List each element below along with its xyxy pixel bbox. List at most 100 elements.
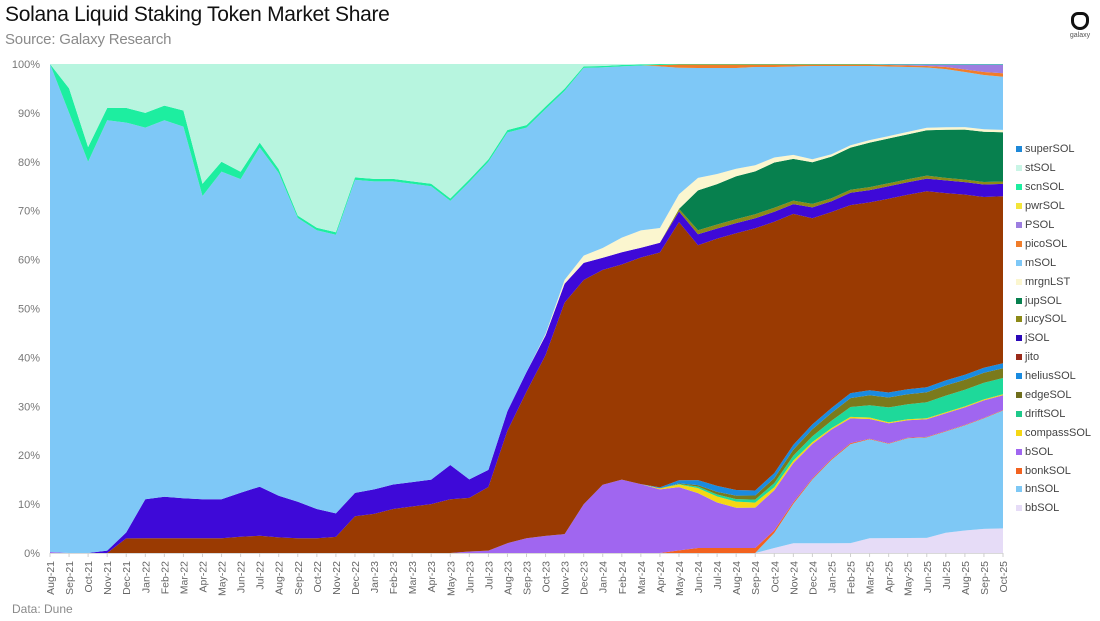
area-layers: [50, 64, 1003, 553]
y-tick-label: 10%: [18, 499, 40, 511]
x-tick-label: May-25: [903, 561, 915, 596]
x-tick-label: Apr-25: [884, 561, 896, 593]
legend-swatch-icon: [1016, 259, 1022, 266]
legend-label: bSOL: [1025, 445, 1054, 458]
x-tick-label: Sep-25: [979, 561, 991, 595]
y-tick-label: 60%: [18, 255, 40, 267]
legend-swatch-icon: [1016, 316, 1022, 323]
legend-label: bonkSOL: [1025, 464, 1071, 477]
legend-label: PSOL: [1025, 219, 1055, 231]
x-tick-label: Feb-22: [159, 561, 171, 594]
area-jito: [50, 191, 1003, 553]
legend-swatch-icon: [1016, 410, 1022, 417]
x-tick-label: Jul-22: [255, 561, 267, 590]
legend-label: heliusSOL: [1025, 370, 1076, 383]
x-tick-label: Aug-24: [731, 561, 743, 595]
legend-swatch-icon: [1016, 486, 1022, 493]
y-tick-label: 40%: [18, 352, 40, 364]
x-tick-label: Jun-23: [464, 561, 476, 593]
legend-item-compassSOL: compassSOL: [1016, 423, 1091, 442]
x-tick-label: Aug-23: [502, 561, 514, 595]
legend-item-bnSOL: bnSOL: [1016, 480, 1091, 499]
y-tick-label: 50%: [18, 304, 40, 316]
y-tick-label: 100%: [12, 59, 40, 71]
x-tick-label: Dec-21: [121, 561, 133, 595]
legend-swatch-icon: [1016, 467, 1022, 474]
legend-label: pwrSOL: [1025, 200, 1065, 213]
legend-item-edgeSOL: edgeSOL: [1016, 386, 1091, 405]
legend-label: jupSOL: [1025, 294, 1062, 307]
area-jupSOL: [50, 129, 1003, 553]
x-tick-label: Jan-24: [598, 561, 610, 593]
logo-text: galaxy: [1069, 32, 1091, 39]
legend-swatch-icon: [1016, 354, 1022, 361]
legend: superSOL stSOL scnSOL pwrSOL PSOL picoSOL mSOL…: [1016, 140, 1091, 518]
x-tick-label: Sep-24: [750, 561, 762, 595]
legend-label: mSOL: [1025, 256, 1057, 269]
legend-label: stSOL: [1025, 162, 1056, 175]
x-tick-label: Jul-24: [712, 561, 724, 590]
area-mSOL: [50, 64, 1003, 553]
x-tick-label: Dec-22: [350, 561, 362, 595]
x-tick-label: Oct-22: [312, 561, 324, 593]
x-tick-label: Aug-21: [45, 561, 57, 595]
x-tick-label: Feb-23: [388, 561, 400, 594]
legend-item-jito: jito: [1016, 348, 1091, 367]
legend-item-PSOL: PSOL: [1016, 216, 1091, 235]
x-tick-label: Jan-25: [826, 561, 838, 593]
legend-label: driftSOL: [1025, 407, 1066, 420]
x-tick-label: Apr-22: [197, 561, 209, 593]
chart-title: Solana Liquid Staking Token Market Share: [5, 3, 390, 26]
x-tick-label: Jun-22: [236, 561, 248, 593]
x-tick-label: Aug-25: [960, 561, 972, 595]
legend-item-bonkSOL: bonkSOL: [1016, 461, 1091, 480]
area-jSOL: [50, 178, 1003, 553]
x-tick-label: Aug-22: [274, 561, 286, 595]
legend-label: bnSOL: [1025, 483, 1060, 496]
legend-label: picoSOL: [1025, 237, 1068, 250]
x-tick-label: Mar-24: [636, 561, 648, 594]
x-tick-label: Nov-21: [102, 561, 114, 595]
legend-swatch-icon: [1016, 448, 1022, 455]
x-tick-label: Jun-25: [922, 561, 934, 593]
legend-item-jupSOL: jupSOL: [1016, 291, 1091, 310]
legend-label: superSOL: [1025, 143, 1075, 156]
legend-item-heliusSOL: heliusSOL: [1016, 367, 1091, 386]
x-tick-label: Oct-25: [998, 561, 1010, 593]
legend-item-jucySOL: jucySOL: [1016, 310, 1091, 329]
x-tick-label: Apr-23: [426, 561, 438, 593]
legend-swatch-icon: [1016, 146, 1022, 153]
chart-subtitle: Source: Galaxy Research: [5, 31, 172, 48]
legend-item-mrgnLST: mrgnLST: [1016, 272, 1091, 291]
x-tick-label: Jan-23: [369, 561, 381, 593]
x-tick-label: Mar-22: [178, 561, 190, 594]
legend-item-mSOL: mSOL: [1016, 253, 1091, 272]
area-bnSOL: [50, 410, 1003, 553]
x-tick-label: Jul-25: [941, 561, 953, 590]
x-tick-label: Dec-24: [807, 561, 819, 595]
legend-swatch-icon: [1016, 505, 1022, 512]
legend-item-superSOL: superSOL: [1016, 140, 1091, 159]
x-tick-label: Feb-25: [846, 561, 858, 594]
area-bbSOL: [50, 528, 1003, 553]
legend-label: jSOL: [1025, 332, 1050, 345]
x-tick-label: May-24: [674, 561, 686, 596]
x-tick-label: Mar-23: [407, 561, 419, 594]
legend-label: mrgnLST: [1025, 275, 1071, 288]
x-tick-label: Oct-24: [769, 561, 781, 593]
legend-swatch-icon: [1016, 297, 1022, 304]
legend-label: scnSOL: [1025, 181, 1065, 194]
legend-item-jSOL: jSOL: [1016, 329, 1091, 348]
x-tick-label: Jan-22: [140, 561, 152, 593]
legend-swatch-icon: [1016, 392, 1022, 399]
y-tick-label: 80%: [18, 157, 40, 169]
x-tick-label: Mar-25: [865, 561, 877, 594]
legend-swatch-icon: [1016, 429, 1022, 436]
x-tick-label: Sep-22: [293, 561, 305, 595]
x-tick-label: Nov-23: [560, 561, 572, 595]
legend-swatch-icon: [1016, 278, 1022, 285]
x-tick-label: Nov-22: [331, 561, 343, 595]
data-source-note: Data: Dune: [12, 602, 73, 616]
legend-swatch-icon: [1016, 373, 1022, 380]
